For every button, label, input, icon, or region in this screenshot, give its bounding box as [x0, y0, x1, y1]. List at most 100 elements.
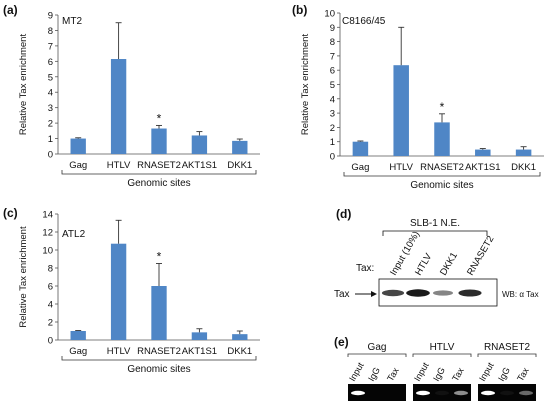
- y-tick-label: 3: [330, 109, 335, 120]
- category-label: DKK1: [511, 162, 536, 173]
- wb-band: [381, 289, 405, 297]
- wb-band: [406, 289, 430, 297]
- gel-lane-label: Tax: [450, 365, 466, 383]
- panel-d-header-bracket: [382, 230, 488, 236]
- y-tick-label: 9: [330, 23, 335, 34]
- x-group-bracket: [61, 170, 257, 175]
- gel-group-label: Gag: [368, 342, 387, 353]
- bar: [475, 149, 491, 156]
- category-label: Gag: [69, 160, 87, 171]
- panel-d-western-blot: (d) SLB-1 N.E. Input (10%)HTLV DKK1 RNASET…: [334, 207, 539, 307]
- bar: [232, 140, 248, 154]
- wb-band: [432, 290, 454, 296]
- category-label: DKK1: [227, 160, 252, 171]
- category-label: RNASET2: [420, 162, 464, 173]
- y-tick-label: 2: [48, 318, 53, 329]
- panel-d-header: SLB-1 N.E.: [410, 218, 460, 229]
- y-tick-label: 8: [330, 37, 335, 48]
- gel-band: [519, 390, 533, 396]
- bar: [393, 65, 409, 156]
- panel-d-bands: [381, 289, 482, 297]
- y-axis-label: Relative Tax enrichment: [18, 34, 29, 136]
- bar: [191, 332, 208, 340]
- gel-lane-label: Input: [347, 360, 366, 383]
- y-tick-label: 7: [330, 51, 335, 62]
- y-axis-label: Relative Tax enrichment: [300, 34, 311, 136]
- wb-band: [458, 289, 482, 297]
- bar: [110, 59, 127, 155]
- category-label: HTLV: [107, 346, 131, 357]
- gel-band: [500, 390, 514, 396]
- y-tick-label: 4: [330, 94, 335, 105]
- gel-band: [481, 390, 495, 396]
- bar: [515, 149, 532, 156]
- x-axis-label: Genomic sites: [127, 364, 190, 375]
- gel-lane-label: Input: [477, 360, 496, 383]
- significance-marker: *: [157, 111, 162, 125]
- gel-group-bracket: [412, 353, 472, 357]
- gel-group-bracket: [347, 353, 407, 357]
- category-label: AKT1S1: [182, 346, 217, 357]
- gel-group-htlv: HTLV Input IgG Tax: [412, 342, 472, 401]
- gel-lane-label: Tax: [385, 365, 401, 383]
- gel-lane-label: IgG: [366, 365, 382, 383]
- gel-image: [478, 384, 536, 401]
- panel-label: (a): [3, 3, 18, 17]
- y-tick-label: 10: [324, 9, 335, 20]
- category-label: Gag: [351, 162, 369, 173]
- y-tick-label: 5: [48, 72, 53, 83]
- x-group-bracket: [61, 356, 257, 361]
- y-tick-label: 1: [48, 134, 53, 145]
- gel-lane-label: Input: [412, 360, 431, 383]
- y-tick-label: 3: [48, 103, 53, 114]
- significance-marker: *: [440, 100, 445, 114]
- bar: [151, 128, 167, 154]
- gel-band: [435, 390, 449, 396]
- y-tick-label: 10: [42, 246, 53, 257]
- gel-band: [351, 390, 365, 396]
- chart-title: ATL2: [62, 229, 86, 240]
- panel-label: (b): [292, 3, 307, 17]
- category-label: HTLV: [107, 160, 131, 171]
- gel-group-bracket: [477, 353, 537, 357]
- y-tick-label: 1: [330, 137, 335, 148]
- y-tick-label: 12: [42, 228, 53, 239]
- y-tick-label: 8: [48, 264, 53, 275]
- bar: [434, 122, 450, 156]
- wb-lane-label: HTLV: [413, 251, 435, 277]
- y-tick-label: 0: [330, 152, 335, 163]
- chart-1: (b) C8166/45 0 1 2 3 4 5 6 7 8 9 10 Relative Tax enri…: [292, 3, 544, 191]
- category-label: AKT1S1: [465, 162, 500, 173]
- panel-d-wb-label: WB: α Tax: [502, 290, 539, 299]
- gel-lane-label: Tax: [515, 365, 531, 383]
- y-tick-label: 6: [48, 282, 53, 293]
- y-tick-label: 7: [48, 41, 53, 52]
- wb-lane-label: DKK1: [438, 250, 460, 277]
- significance-marker: *: [157, 250, 162, 264]
- gel-lane-label: IgG: [496, 365, 512, 383]
- panel-d-band-arrowhead: [371, 291, 377, 297]
- x-axis-label: Genomic sites: [410, 180, 473, 191]
- gel-band: [416, 390, 430, 396]
- category-label: HTLV: [389, 162, 413, 173]
- y-axis-label: Relative Tax enrichment: [18, 226, 29, 328]
- gel-lane-label: IgG: [431, 365, 447, 383]
- y-tick-label: 9: [48, 11, 53, 22]
- panel-label: (c): [3, 206, 18, 220]
- bar: [191, 135, 208, 154]
- bar: [232, 334, 248, 340]
- category-label: RNASET2: [137, 346, 181, 357]
- chart-2: (c) ATL2 0 2 4 6 8 10 12 14 Relative Tax enrichmen…: [3, 206, 260, 375]
- y-tick-label: 4: [48, 300, 53, 311]
- wb-lane-label: RNASET2: [465, 234, 496, 277]
- panel-d-band-label: Tax: [334, 289, 350, 300]
- category-label: Gag: [69, 346, 87, 357]
- x-axis-label: Genomic sites: [127, 178, 190, 189]
- gel-group-label: RNASET2: [484, 342, 531, 353]
- panel-d-label: (d): [336, 207, 351, 221]
- y-tick-label: 5: [330, 80, 335, 91]
